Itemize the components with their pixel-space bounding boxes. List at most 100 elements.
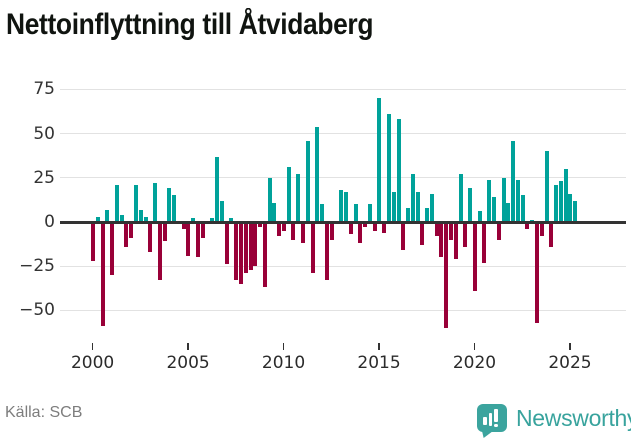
badge-exclamation-dot: [494, 423, 498, 427]
bar-2005-Q2: [191, 218, 196, 222]
bar-2001-Q4: [124, 222, 129, 247]
bar-2005-Q1: [186, 222, 191, 256]
bar-2005-Q4: [200, 222, 205, 238]
bar-2010-Q1: [281, 222, 286, 231]
bar-2009-Q4: [277, 222, 282, 237]
bar-2018-Q1: [434, 222, 439, 237]
bar-2022-Q4: [525, 222, 530, 230]
x-axis-tick-2015: [378, 343, 380, 350]
gridline-25: [60, 177, 626, 179]
bar-2018-Q3: [444, 222, 449, 329]
gridline-75: [60, 88, 626, 90]
y-axis-label-75: 75: [33, 79, 55, 100]
bar-2015-Q4: [391, 191, 396, 222]
zero-axis-line: [60, 220, 626, 224]
bar-2010-Q2: [286, 167, 291, 222]
bar-2002-Q4: [143, 216, 148, 222]
bar-2022-Q3: [520, 195, 525, 222]
bar-2013-Q1: [339, 190, 344, 222]
bar-2010-Q4: [296, 174, 301, 222]
bar-2013-Q2: [344, 191, 348, 222]
bar-2010-Q3: [291, 222, 296, 240]
x-axis-tick-2010: [282, 343, 285, 350]
bar-2008-Q3: [253, 222, 258, 267]
bar-2009-Q3: [272, 202, 277, 222]
bar-2007-Q1: [224, 222, 229, 265]
bar-2007-Q3: [234, 222, 239, 281]
bar-2002-Q2: [133, 184, 138, 222]
bar-2018-Q4: [449, 222, 454, 240]
x-axis-tick-2020: [473, 343, 476, 350]
bar-2020-Q3: [482, 222, 487, 263]
bar-2004-Q2: [172, 195, 177, 222]
bar-2018-Q2: [439, 222, 444, 258]
bar-2008-Q2: [248, 222, 253, 270]
bar-2008-Q4: [258, 222, 263, 228]
x-axis-label-2025: 2025: [548, 353, 592, 373]
bar-2021-Q1: [491, 197, 496, 222]
bar-2013-Q4: [353, 204, 358, 222]
y-axis-label--50: −50: [19, 300, 55, 321]
bar-2002-Q3: [138, 209, 143, 222]
bar-2006-Q2: [210, 218, 215, 222]
bar-2023-Q3: [539, 222, 544, 237]
newsworthy-logo-link[interactable]: Newsworthy: [477, 404, 631, 438]
bar-2015-Q3: [386, 114, 391, 222]
bar-2014-Q2: [363, 222, 368, 228]
bar-2016-Q3: [406, 207, 411, 222]
bar-2024-Q2: [554, 184, 559, 222]
bar-2007-Q4: [238, 222, 243, 284]
bar-2017-Q2: [420, 222, 425, 245]
x-axis-label-2010: 2010: [261, 353, 306, 373]
bar-2003-Q1: [148, 222, 153, 253]
bar-2024-Q4: [563, 168, 568, 222]
bar-2011-Q4: [315, 126, 320, 222]
bar-2009-Q2: [267, 177, 272, 222]
bar-2016-Q2: [401, 222, 406, 251]
bar-2022-Q2: [515, 179, 520, 222]
bar-2002-Q1: [129, 222, 134, 238]
bar-2016-Q4: [410, 174, 415, 222]
badge-bar-3: [494, 408, 498, 422]
bar-2014-Q4: [372, 222, 377, 231]
bar-2019-Q3: [463, 222, 468, 247]
bar-2022-Q1: [511, 140, 516, 222]
y-axis-label--25: −25: [19, 256, 55, 277]
bar-2015-Q1: [377, 98, 382, 222]
bar-2003-Q4: [162, 222, 167, 242]
badge-tail: [482, 431, 493, 438]
bar-2023-Q2: [534, 222, 539, 323]
bar-2017-Q1: [415, 191, 420, 222]
bar-2020-Q2: [477, 211, 482, 222]
bar-chart-plot-area: 2000 2005 2010 2015 2020 2025: [60, 80, 626, 380]
bar-2001-Q2: [114, 184, 119, 222]
bar-2016-Q1: [396, 119, 401, 222]
gridline-50: [60, 133, 626, 135]
gridline--50: [60, 309, 626, 311]
bar-2017-Q3: [425, 207, 430, 222]
bar-2000-Q1: [91, 222, 95, 261]
bar-2014-Q3: [367, 204, 372, 222]
bar-2001-Q3: [119, 214, 124, 222]
bar-2007-Q2: [229, 218, 234, 222]
x-axis-label-2020: 2020: [452, 353, 497, 373]
bar-chart-badge-icon: [477, 404, 507, 432]
bar-2000-Q2: [95, 216, 100, 222]
bar-2000-Q3: [100, 222, 105, 327]
bar-2017-Q4: [429, 193, 434, 222]
x-axis-tick-2000: [91, 343, 94, 350]
bar-2011-Q1: [301, 222, 306, 244]
bar-2019-Q1: [453, 222, 458, 260]
x-axis-label-2000: 2000: [70, 353, 115, 373]
bar-2019-Q2: [458, 174, 463, 222]
bar-2006-Q4: [219, 200, 224, 222]
source-caption: Källa: SCB: [5, 404, 83, 421]
bar-2003-Q2: [153, 183, 158, 222]
badge-bar-2: [488, 413, 492, 426]
bar-2000-Q4: [105, 209, 110, 222]
bar-2011-Q3: [310, 222, 315, 274]
bar-2021-Q3: [501, 177, 506, 222]
bar-2024-Q3: [558, 181, 563, 222]
x-axis-label-2015: 2015: [357, 353, 401, 373]
